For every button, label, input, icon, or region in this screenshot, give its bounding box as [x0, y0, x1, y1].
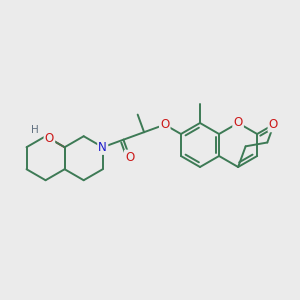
- Text: O: O: [160, 118, 170, 131]
- Text: O: O: [233, 116, 243, 130]
- Text: N: N: [98, 141, 107, 154]
- Text: O: O: [125, 151, 134, 164]
- Text: H: H: [31, 125, 39, 135]
- Text: O: O: [45, 132, 54, 145]
- Text: O: O: [269, 118, 278, 131]
